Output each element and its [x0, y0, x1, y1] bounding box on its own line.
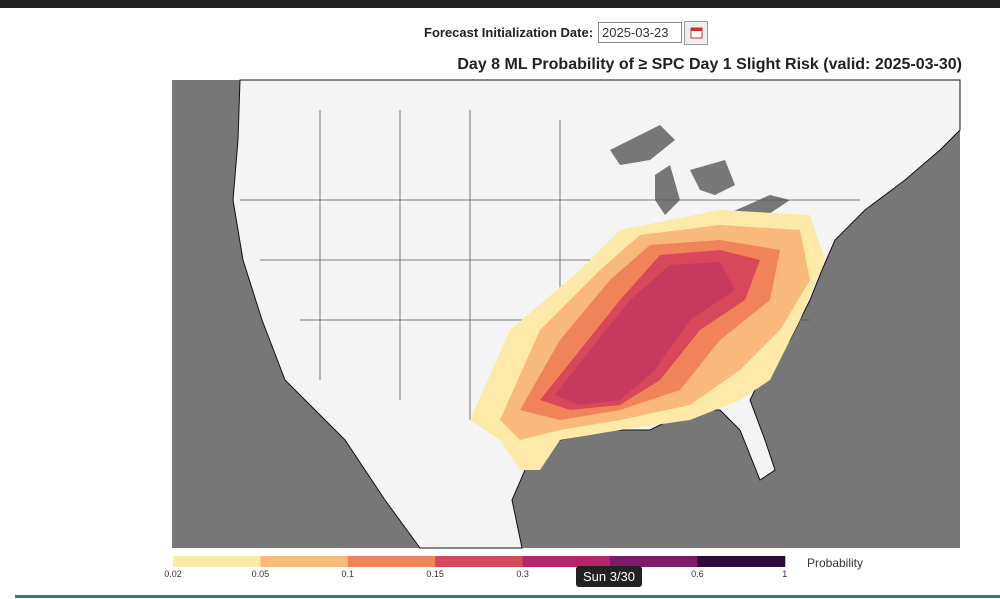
colorbar-tick: 0.3 — [516, 569, 529, 579]
colorbar-tick: 0.05 — [252, 569, 270, 579]
colorbar-tick: 0.6 — [691, 569, 704, 579]
lake — [655, 165, 680, 215]
colorbar-bin — [435, 556, 524, 567]
colorbar-label: Probability — [807, 556, 863, 570]
colorbar-tick: 1 — [782, 569, 787, 579]
date-label: Forecast Initialization Date: — [424, 25, 594, 40]
prob-area — [555, 262, 735, 405]
map-title: Day 8 ML Probability of ≥ SPC Day 1 Slig… — [457, 56, 962, 73]
colorbar-bin — [173, 556, 261, 567]
colorbar-bin — [610, 556, 698, 567]
top-bar — [0, 0, 1000, 8]
colorbar-tick: 0.15 — [426, 569, 444, 579]
lake — [690, 160, 735, 195]
colorbar-bin — [347, 556, 436, 567]
calendar-button[interactable] — [684, 21, 708, 45]
colorbar-bin — [260, 556, 349, 567]
colorbar-tick: 0.1 — [342, 569, 355, 579]
lake — [610, 125, 675, 165]
colorbar-bin — [697, 556, 786, 567]
timeline — [15, 595, 1000, 598]
colorbar: 0.02 0.05 0.1 0.15 0.3 0.6 1 — [164, 556, 787, 579]
date-input[interactable]: 2025-03-23 — [598, 22, 682, 43]
time-tooltip: Sun 3/30 — [576, 566, 642, 587]
colorbar-bin — [522, 556, 611, 567]
colorbar-tick: 0.02 — [164, 569, 182, 579]
